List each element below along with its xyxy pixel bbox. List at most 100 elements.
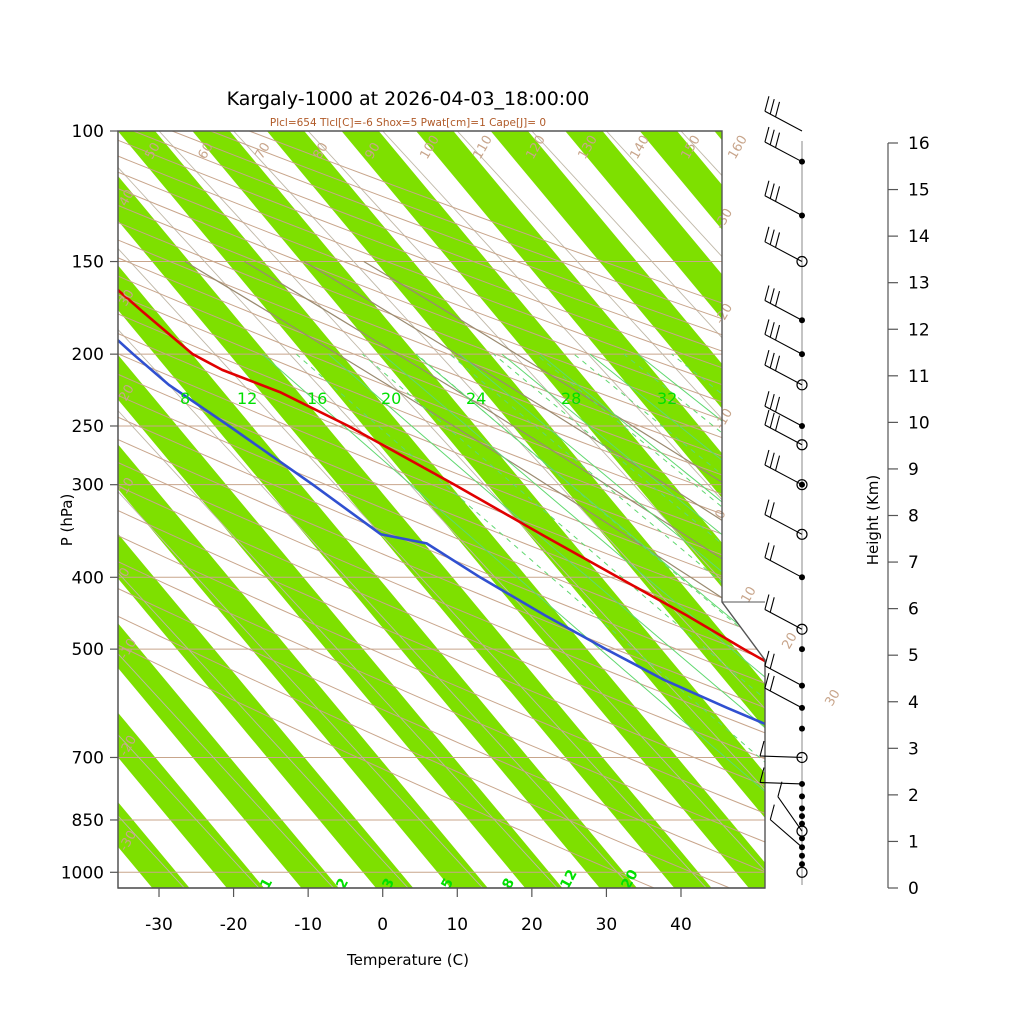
wind-barb	[799, 835, 805, 842]
height-axis-tick-label: 7	[908, 553, 919, 573]
dry-adiabat-line	[118, 131, 765, 888]
wind-barb-feather	[764, 542, 770, 558]
wind-barb-feather	[769, 129, 775, 145]
wind-barb-feather	[774, 132, 781, 148]
x-axis-tick-label: 20	[521, 915, 543, 935]
isotherm-line	[118, 131, 274, 888]
wind-barb-feather	[764, 409, 770, 426]
wind-level-dot	[799, 813, 805, 820]
wind-barb	[764, 594, 808, 635]
wind-barb-feather	[774, 455, 781, 471]
x-axis-label: Temperature (C)	[346, 951, 469, 969]
y-axis-label: P (hPa)	[58, 494, 76, 547]
isotherm-value-label: 24	[466, 389, 486, 408]
wind-level-dot	[799, 805, 805, 812]
wind-barb-feather	[764, 285, 770, 301]
mixing-ratio-value-label: 20	[618, 867, 641, 892]
isotherm-value-label: 12	[237, 389, 257, 408]
wind-barb-feather	[764, 594, 770, 610]
height-axis-tick-label: 9	[908, 460, 919, 480]
height-axis-tick-label: 10	[908, 413, 930, 433]
wind-level-circle	[796, 379, 808, 391]
wind-barb-shaft	[777, 796, 803, 832]
moist-adiabat-line	[244, 260, 765, 873]
x-axis-tick-label: 40	[670, 915, 692, 935]
moist-adiabat-line	[303, 260, 765, 873]
isotherm-line	[118, 131, 765, 888]
isotherm-line	[158, 131, 765, 888]
y-axis-tick-label: 200	[72, 345, 104, 365]
moist-adiabat-lines-group	[184, 260, 765, 873]
wind-barb	[764, 499, 808, 540]
wind-level-circle	[796, 528, 808, 540]
wind-barb-feather	[769, 545, 775, 561]
wind-barb	[764, 449, 808, 491]
wind-barb-feather	[769, 452, 775, 468]
dry-adiabat-line	[118, 131, 765, 888]
mixing-ratio-line	[262, 353, 765, 888]
wind-barb	[799, 793, 805, 800]
wind-barb	[764, 349, 808, 391]
height-axis-tick-label: 14	[908, 227, 930, 247]
shaded-band	[233, 131, 765, 888]
wind-barb-feather	[769, 597, 775, 613]
wind-barb	[764, 96, 803, 132]
y-axis-tick-label: 500	[72, 640, 104, 660]
dry-adiabat-line	[118, 131, 765, 888]
dry-adiabat-line	[118, 131, 765, 888]
height-axis-tick-label: 13	[908, 274, 930, 294]
shaded-band	[118, 131, 534, 888]
wind-barb-shaft	[764, 665, 803, 687]
dry-adiabat-left-label: 10	[116, 475, 137, 497]
wind-barb	[799, 820, 805, 827]
x-axis-tick-label: -30	[145, 915, 173, 935]
wind-barb	[764, 650, 805, 689]
isotherm-value-label: 16	[307, 389, 327, 408]
height-axis-tick-label: 11	[908, 367, 930, 387]
mixing-ratio-line	[382, 353, 765, 888]
dry-adiabat-diag-label: 20	[779, 630, 800, 652]
isotherm-line	[118, 131, 497, 888]
isotherm-line	[118, 131, 423, 888]
wind-barb-feather	[777, 781, 783, 797]
wind-barb-shaft	[764, 195, 803, 216]
wind-barb-feather	[764, 391, 770, 407]
shaded-band	[159, 131, 765, 888]
y-axis-tick-label: 1000	[61, 863, 104, 883]
isotherm-value-label: 32	[657, 389, 677, 408]
height-axis-tick-label: 1	[908, 832, 919, 852]
shaded-band	[118, 131, 609, 888]
sounding-curves-group	[118, 188, 765, 874]
dry-adiabat-line	[118, 131, 765, 888]
height-axis-tick-label: 2	[908, 786, 919, 806]
wind-level-dot	[799, 852, 805, 859]
wind-barb-feather	[769, 393, 775, 410]
shaded-band	[308, 131, 765, 888]
height-axis-tick-label: 0	[908, 879, 919, 899]
wind-barb-feather	[774, 324, 781, 341]
wind-level-circle	[796, 866, 808, 878]
wind-barb-feather	[774, 396, 781, 413]
height-axis-tick-label: 3	[908, 739, 919, 759]
wind-barb-shaft	[764, 424, 803, 446]
moist-adiabat-line	[184, 260, 765, 873]
x-axis-group: -30 -20 -10 0 10 20 30 40	[118, 887, 765, 935]
height-axis-tick-label: 4	[908, 693, 919, 713]
dry-adiabat-line	[118, 131, 765, 888]
moist-adiabat-line	[363, 260, 765, 873]
wind-barb-feather	[764, 226, 770, 242]
dry-adiabat-line	[118, 131, 765, 888]
wind-barb	[764, 319, 805, 358]
dry-adiabat-line	[118, 131, 765, 888]
wind-barb	[764, 226, 808, 268]
dry-adiabat-line	[118, 131, 765, 888]
height-axis-tick-label: 16	[908, 134, 930, 154]
dry-adiabat-line	[118, 131, 765, 888]
x-axis-tick-label: -10	[294, 915, 322, 935]
dry-adiabat-line	[118, 131, 765, 888]
page-title: Kargaly-1000 at 2026-04-03_18:00:00	[227, 88, 590, 110]
shaded-band	[118, 131, 758, 888]
wind-barb-feather	[759, 767, 765, 783]
